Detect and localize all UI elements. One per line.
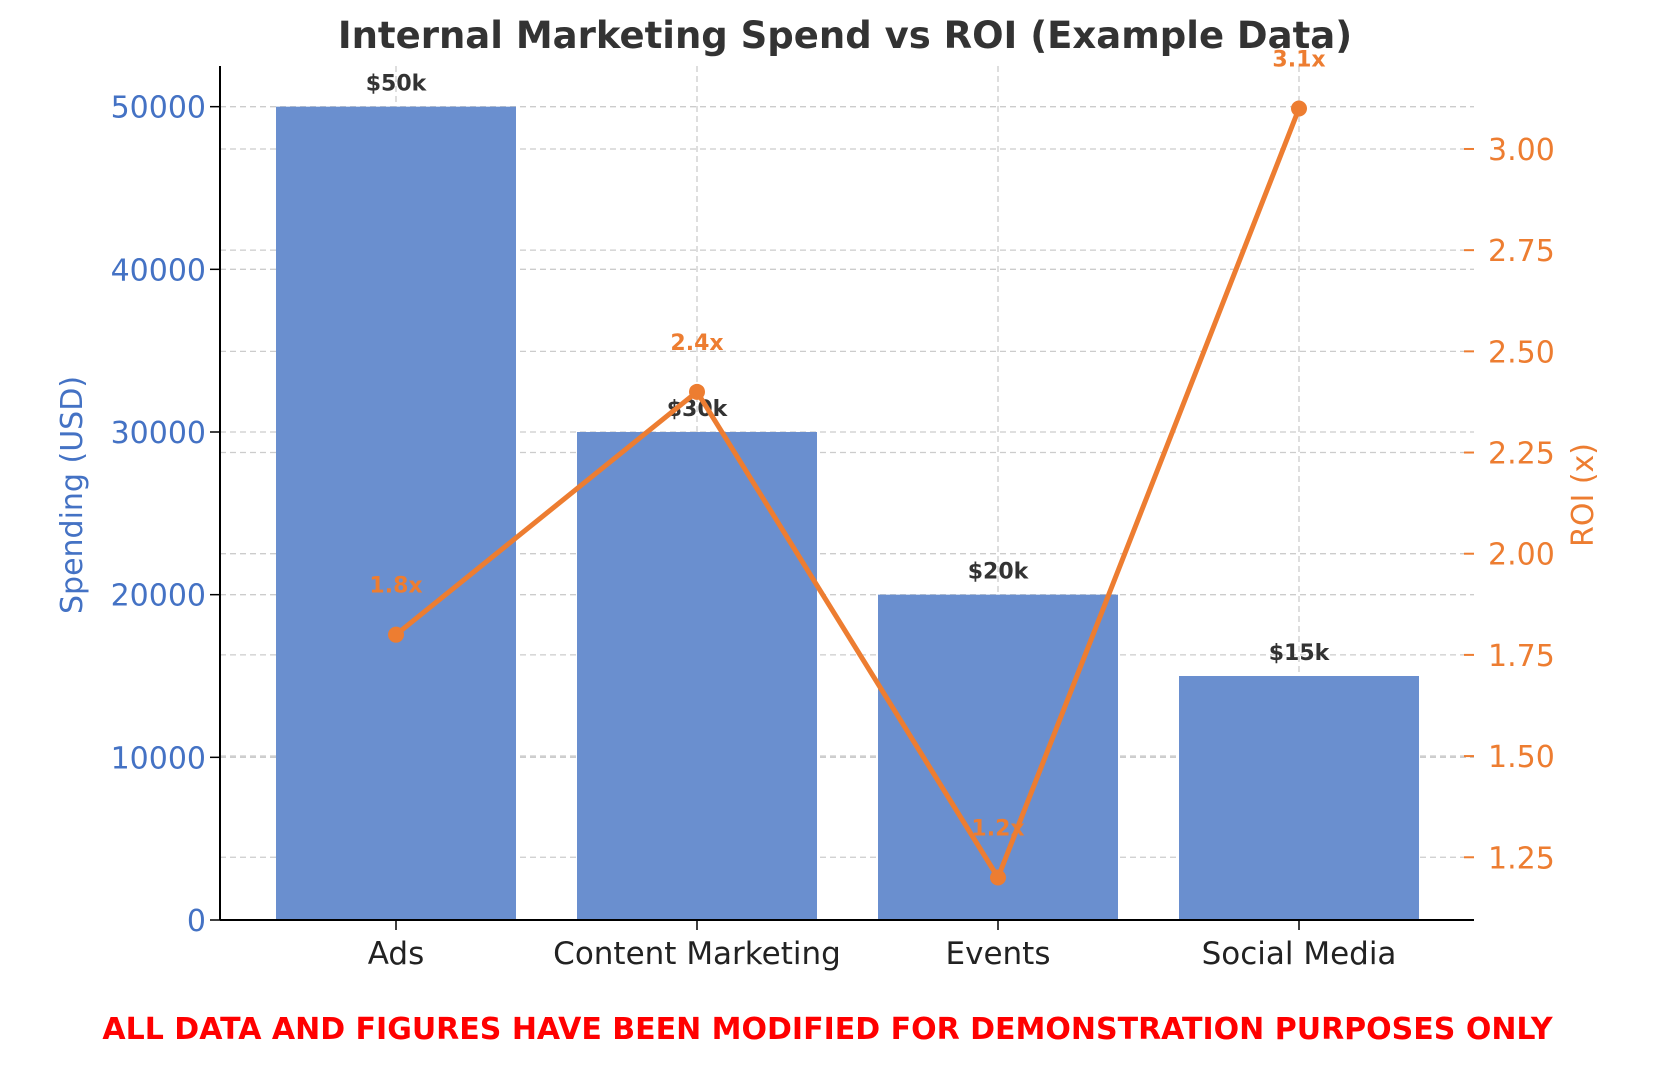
roi-point <box>990 869 1006 886</box>
y2-tick-label: 2.50 <box>1488 335 1555 370</box>
y2-tick-label: 2.25 <box>1488 437 1555 472</box>
x-tick-label: Social Media <box>1202 936 1397 972</box>
bar <box>276 106 516 920</box>
y-tick-label: 50000 <box>111 91 206 126</box>
roi-point <box>388 626 404 643</box>
roi-point <box>1291 100 1307 117</box>
chart-title: Internal Marketing Spend vs ROI (Example… <box>338 14 1352 57</box>
x-tick-label: Content Marketing <box>553 936 841 972</box>
axes <box>219 66 1474 921</box>
bar <box>878 594 1118 920</box>
bar-data-label: $50k <box>366 72 428 97</box>
roi-line-series <box>388 100 1307 886</box>
roi-data-label: 2.4x <box>670 331 723 356</box>
y2-tick-label: 1.75 <box>1488 639 1555 674</box>
y-tick-label: 0 <box>187 904 206 939</box>
bar <box>1179 676 1419 920</box>
bar-data-label: $20k <box>968 560 1030 585</box>
x-tick-label: Events <box>946 936 1051 972</box>
bar-data-label: $15k <box>1269 641 1331 666</box>
y2-tick-label: 3.00 <box>1488 133 1555 168</box>
roi-labels: 1.8x 2.4x 1.2x 3.1x <box>369 47 1325 841</box>
y2-tick-label: 2.00 <box>1488 538 1555 573</box>
bar <box>577 432 817 920</box>
y-tick-label: 30000 <box>111 416 206 451</box>
bars <box>276 106 1419 920</box>
y2-tick-label: 2.75 <box>1488 234 1555 269</box>
roi-line <box>394 107 1302 881</box>
y-tick-label: 20000 <box>111 579 206 614</box>
ticks: 0 10000 20000 30000 40000 50000 1.25 1.50 1.75 2.… <box>111 91 1555 972</box>
roi-point <box>689 383 705 400</box>
y-axis-label: Spending (USD) <box>55 376 90 614</box>
roi-data-label: 3.1x <box>1272 47 1325 72</box>
y2-tick-label: 1.25 <box>1488 841 1555 876</box>
roi-data-label: 1.2x <box>971 817 1024 842</box>
x-tick-label: Ads <box>368 936 425 972</box>
disclaimer-text: ALL DATA AND FIGURES HAVE BEEN MODIFIED … <box>102 1012 1553 1047</box>
y-tick-label: 40000 <box>111 253 206 288</box>
y2-tick-label: 1.50 <box>1488 740 1555 775</box>
y2-axis-label: ROI (x) <box>1566 443 1601 547</box>
y-tick-label: 10000 <box>111 741 206 776</box>
roi-data-label: 1.8x <box>369 574 422 599</box>
